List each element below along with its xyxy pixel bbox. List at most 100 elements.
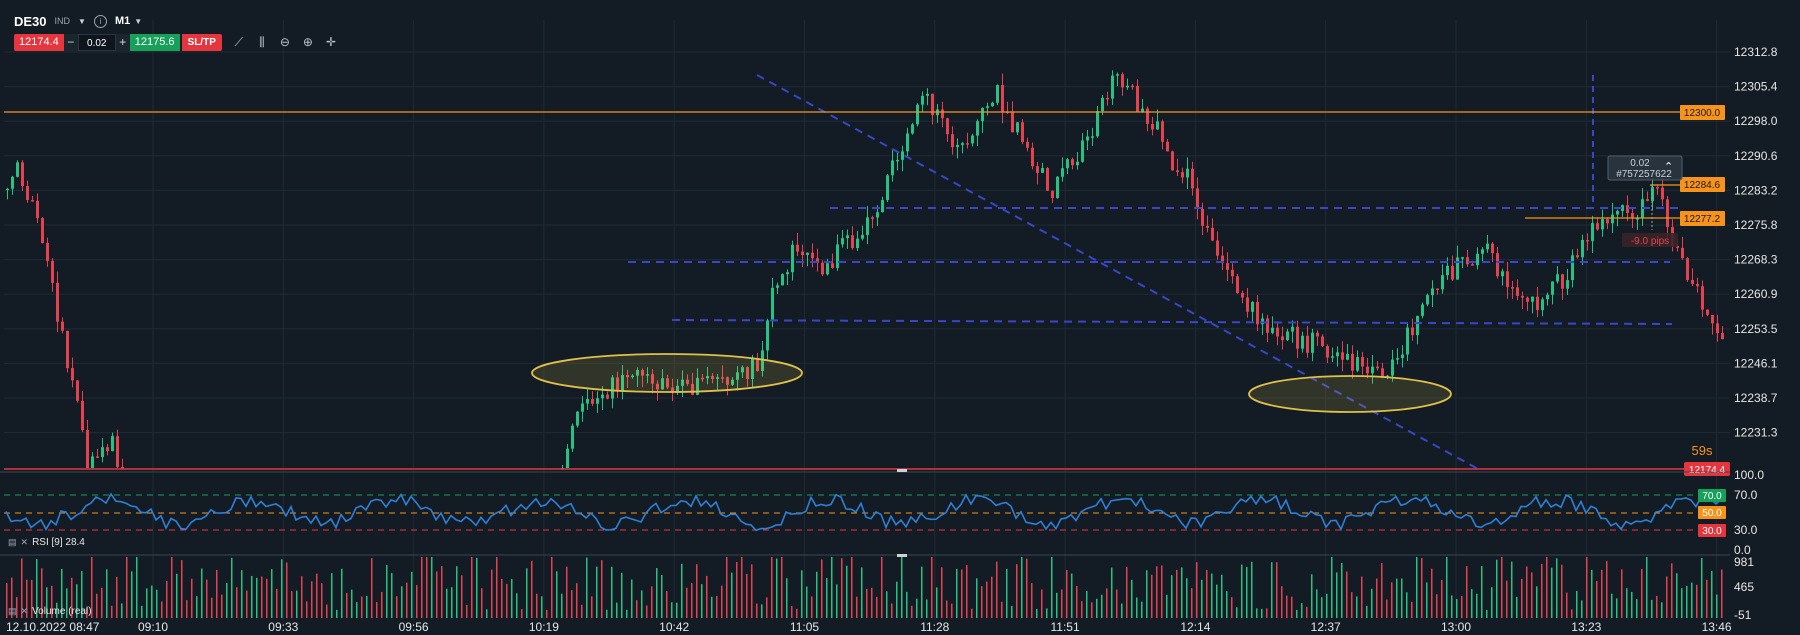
candle-body [1576,255,1579,258]
volume-bar [1301,603,1303,618]
volume-bar [996,561,998,618]
sltp-button[interactable]: SL/TP [181,34,222,51]
zoom-in-icon[interactable]: ⊕ [302,35,313,49]
volume-bar [1331,557,1333,618]
increase-quantity-button[interactable]: + [115,34,130,51]
candle-body [751,358,754,379]
support-ellipse-left[interactable] [531,353,803,393]
panel-settings-icon[interactable]: ▤ [8,537,17,547]
volume-bars [6,557,1723,618]
panel-settings-icon[interactable]: ▤ [8,606,17,616]
candle-body [646,374,649,376]
volume-bar [1241,564,1243,618]
level-badge-12277[interactable]: 12277.2 [1680,211,1725,226]
price-axis-label: 12312.8 [1734,45,1778,59]
level-badge-12300[interactable]: 12300.0 [1680,105,1725,120]
volume-bar [1386,599,1388,618]
candle-body [1281,336,1284,341]
sell-button[interactable]: 12174.4 [14,34,64,51]
price-axis-label: 12283.2 [1734,183,1778,197]
candle-body [1521,295,1524,298]
line-chart-icon[interactable]: ⟋ [234,35,244,49]
info-icon[interactable]: i [93,14,107,28]
indicators-icon[interactable]: ⫼ [259,35,265,49]
crosshair-icon[interactable]: ✛ [325,35,336,49]
volume-bar [881,557,883,618]
close-icon[interactable]: ✕ [20,606,29,616]
volume-bar [1516,596,1518,618]
volume-bar [811,596,813,618]
position-tooltip[interactable]: 0.02 ⌃ #757257622 [1607,155,1683,181]
candle-body [1361,357,1364,367]
candle-body [1676,246,1679,248]
time-axis[interactable]: 12.10.2022 08:47 09:10 09:33 09:56 10:19 10:… [6,620,1732,634]
volume-bar [1601,569,1603,618]
panel-resize-handle[interactable] [897,469,907,472]
candle-body [891,160,894,176]
candle-body [1406,327,1409,355]
volume-bar [296,590,298,618]
candle-body [621,374,624,392]
symbol-name[interactable]: DE30 [14,13,47,29]
volume-bar [471,557,473,618]
candle-body [856,238,859,249]
candle-body [1161,121,1164,142]
candle-body [1031,147,1034,167]
volume-bar [791,606,793,618]
candle-body [616,377,619,392]
volume-bar [1236,607,1238,618]
panel-resize-handle-volume[interactable] [897,554,907,557]
chart-tools: ⟋ ⫼ ⊖ ⊕ ✛ [232,35,338,50]
candle-body [1691,279,1694,284]
volume-bar [1221,574,1223,618]
time-axis-label: 10:42 [659,620,689,634]
timeframe-selector[interactable]: M1 ▼ [115,15,142,27]
chart-toolbar: DE30 IND ▼ i M1 ▼ 12174.4 − 0.02 + 12175… [14,12,338,56]
support-ellipse-right[interactable] [1248,375,1452,413]
volume-bar [1036,608,1038,618]
candle-body [1556,274,1559,282]
candle-body [921,95,924,105]
candle-body [756,358,759,372]
volume-bar [616,602,618,618]
volume-bar [136,557,138,618]
horizontal-trendline-3[interactable] [671,319,1673,325]
volume-bar [411,571,413,618]
volume-bar [1376,578,1378,618]
volume-bar [1466,566,1468,618]
level-badge-12284[interactable]: 12284.6 [1680,177,1725,192]
quantity-input[interactable]: 0.02 [77,34,116,51]
chevron-down-icon[interactable]: ▼ [78,16,86,26]
candle-body [731,379,734,385]
volume-bar [1496,559,1498,618]
volume-bar [916,598,918,618]
candle-body [611,377,614,399]
candle-body [691,383,694,395]
volume-bar [1001,601,1003,618]
candle-body [1401,354,1404,359]
decrease-quantity-button[interactable]: − [63,34,78,51]
candle-body [1226,263,1229,270]
volume-bar [951,603,953,618]
candle-body [1196,188,1199,209]
zoom-out-icon[interactable]: ⊖ [279,35,290,49]
candle-body [1661,187,1664,200]
volume-bar [1201,579,1203,618]
candle-body [1636,218,1639,220]
volume-bar [1191,588,1193,618]
volume-bar [1031,583,1033,618]
volume-bar [161,601,163,618]
time-axis-label: 11:51 [1051,620,1080,634]
time-axis-label: 10:19 [529,620,559,634]
volume-bar [311,581,313,618]
candle-body [1486,243,1489,250]
price-axis[interactable]: 12312.8 12305.4 12298.0 12290.6 12283.2 12275… [1734,45,1778,440]
volume-bar [861,567,863,618]
chevron-up-icon[interactable]: ⌃ [1664,160,1673,173]
candle-body [676,385,679,393]
buy-button[interactable]: 12175.6 [129,34,180,51]
close-icon[interactable]: ✕ [20,537,29,547]
volume-bar [586,557,588,618]
diagonal-trendline[interactable] [756,74,1481,471]
